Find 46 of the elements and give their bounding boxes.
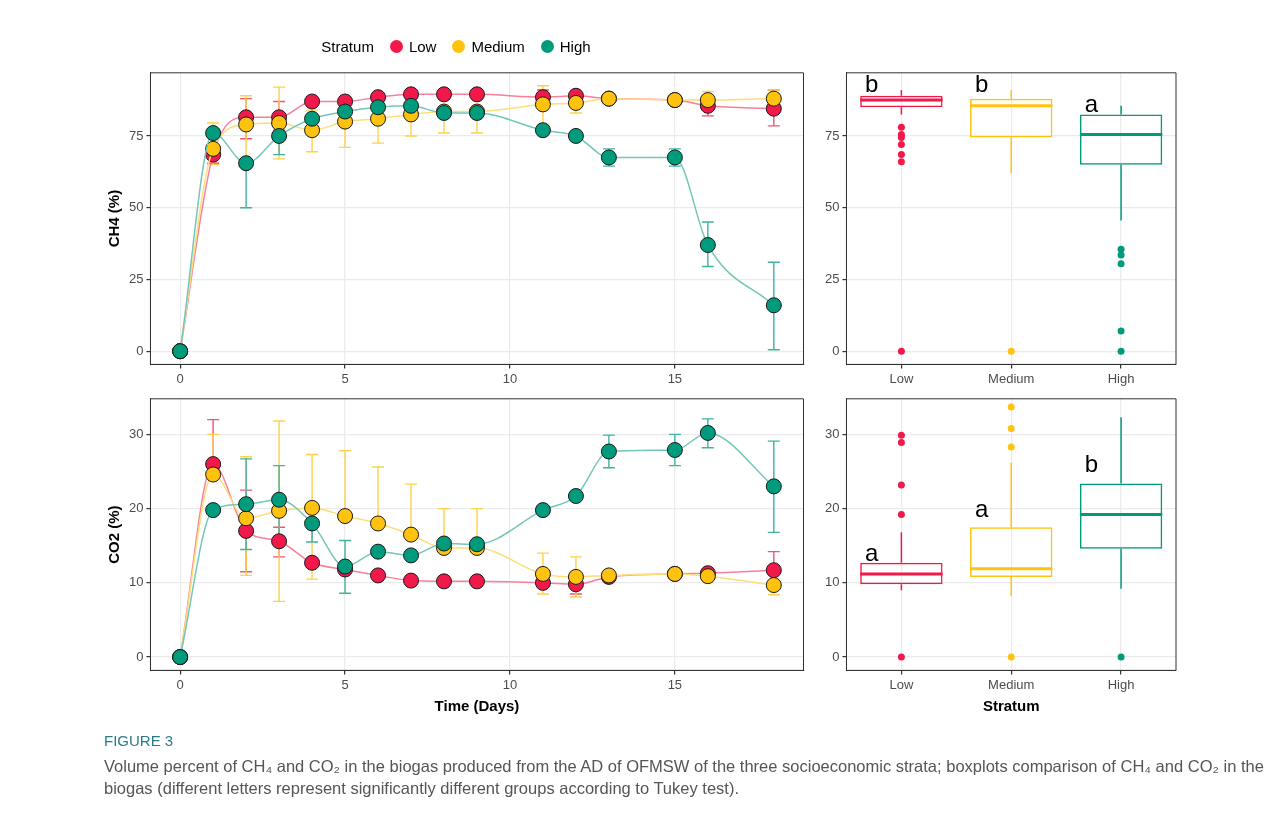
x-tick-label: High [1107,676,1135,692]
x-tick-label: 5 [341,676,349,692]
text: Volume percent of CH₄ and CO₂ in the biogas produced from the AD of OFMSW of the three socioeconomic strata; boxplots comparison of CH₄ and CO₂ in the biogas (different letters represent significantly different groups according to Tukey test). [104,756,1264,799]
annotation: a [865,539,880,567]
legend-label: High [559,37,591,55]
y-tick-label: 75 [128,127,144,143]
x-tick-label: 10 [502,370,518,386]
caption: FIGURE 3 [104,731,175,751]
y-tick-label: 0 [136,648,144,664]
y-tick-label: 0 [832,648,840,664]
x-tick-label: 5 [341,370,349,386]
legend-label: Medium [471,37,525,55]
y-tick-label: 25 [128,271,144,287]
y-axis-title: CO2 (%) [105,505,123,564]
y-axis-title: CH4 (%) [105,189,123,248]
x-tick-label: 15 [667,370,683,386]
y-tick-label: 30 [824,426,840,441]
y-tick-label: 20 [128,500,144,516]
x-tick-label: 15 [667,676,683,692]
x-tick-label: Medium [988,370,1035,386]
x-tick-label: High [1107,370,1135,386]
annotation: a [1084,89,1099,117]
x-tick-label: Medium [988,676,1035,692]
x-axis-title: Time (Days) [434,697,520,715]
legend-title: Stratum [321,37,374,55]
y-tick-label: 0 [832,342,840,358]
x-axis-title: Stratum [982,697,1040,715]
y-tick-label: 25 [824,271,840,287]
annotation: b [865,69,879,97]
x-tick-label: Low [889,370,914,386]
annotation: b [974,69,989,97]
y-tick-label: 20 [824,500,840,516]
y-tick-label: 0 [136,342,144,358]
y-tick-label: 50 [824,199,840,215]
annotation: a [974,494,989,522]
x-tick-label: 10 [502,676,518,692]
y-tick-label: 10 [128,574,144,590]
y-tick-label: 75 [824,127,840,143]
y-tick-label: 10 [824,574,840,590]
y-tick-label: 30 [128,426,144,441]
x-tick-label: Low [889,676,914,692]
legend-label: Low [408,37,437,55]
y-tick-label: 50 [128,199,144,215]
x-tick-label: 0 [176,676,184,692]
annotation: b [1084,450,1099,478]
x-tick-label: 0 [176,370,184,386]
